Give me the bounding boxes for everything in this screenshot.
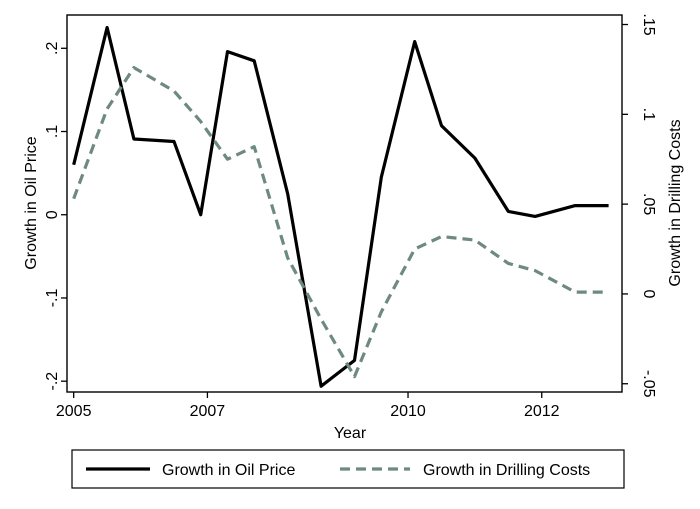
y-right-tick-label: 0 [640, 289, 657, 298]
x-axis-title: Year [334, 425, 367, 442]
legend: Growth in Oil Price Growth in Drilling C… [71, 449, 625, 489]
x-axis: 2005 2007 2010 2012 [56, 392, 560, 420]
x-tick-label: 2012 [524, 403, 560, 420]
y-axis-right-title: Growth in Drilling Costs [667, 119, 684, 286]
legend-label-oil-price: Growth in Oil Price [162, 462, 295, 479]
x-tick-label: 2007 [190, 403, 226, 420]
x-tick-label: 2010 [390, 403, 426, 420]
y-right-tick-label: .1 [640, 108, 657, 121]
y-axis-right: -.05 0 .05 .1 .15 [622, 13, 657, 398]
y-right-tick-label: .15 [640, 13, 657, 35]
y-left-tick-label: -.1 [44, 289, 61, 308]
y-right-tick-label: .05 [640, 193, 657, 215]
y-left-tick-label: .1 [44, 125, 61, 138]
series-line-oil-price [72, 25, 609, 388]
y-left-tick-label: -.2 [44, 372, 61, 391]
y-left-tick-label: .2 [44, 42, 61, 55]
y-axis-left-title: Growth in Oil Price [23, 136, 40, 269]
series-layer [72, 25, 609, 388]
y-right-tick-label: -.05 [640, 370, 657, 398]
series-line-drilling-costs [72, 65, 609, 379]
x-tick-label: 2005 [56, 403, 92, 420]
y-left-tick-label: 0 [44, 210, 61, 219]
y-axis-left: -.2 -.1 0 .1 .2 [44, 42, 67, 391]
legend-label-drilling-costs: Growth in Drilling Costs [423, 462, 590, 479]
